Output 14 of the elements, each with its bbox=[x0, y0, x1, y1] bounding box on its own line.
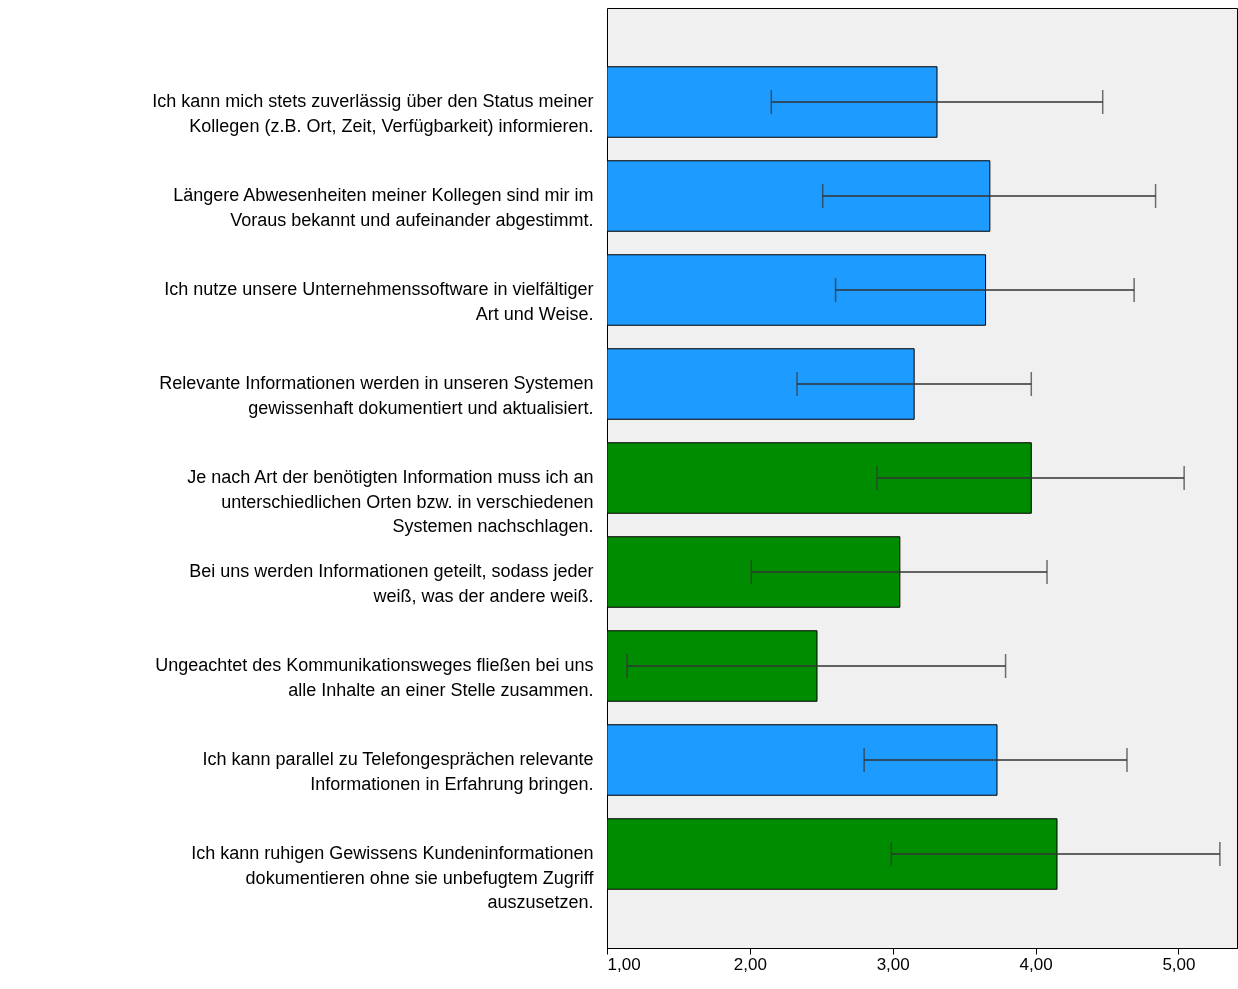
x-tick-label: 1,00 bbox=[607, 954, 641, 974]
y-tick-label: Bei uns werden Informationen geteilt, sodass jeder weiß, was der andere weiß. bbox=[189, 561, 594, 606]
x-tick-label: 4,00 bbox=[1019, 954, 1053, 974]
x-tick-label: 5,00 bbox=[1162, 954, 1196, 974]
y-tick-label: Längere Abwesenheiten meiner Kollegen sind mir im Voraus bekannt und aufeinander abgestimmt. bbox=[173, 185, 594, 230]
y-tick-label: Ungeachtet des Kommunikationsweges fließen bei uns alle Inhalte an einer Stelle zusammen. bbox=[155, 655, 594, 700]
y-tick-label: Relevante Informationen werden in unseren Systemen gewissenhaft dokumentiert und aktualisiert. bbox=[159, 373, 594, 418]
y-tick-label: Ich kann ruhigen Gewissens Kundeninformationen dokumentieren ohne sie unbefugtem Zugriff auszusetzen. bbox=[191, 843, 595, 912]
y-tick-label: Ich kann mich stets zuverlässig über den Status meiner Kollegen (z.B. Ort, Zeit, Verfügbarkeit) informieren. bbox=[152, 91, 594, 136]
x-tick-label: 3,00 bbox=[876, 954, 910, 974]
y-tick-label: Je nach Art der benötigten Information muss ich an unterschiedlichen Orten bzw. in verschiedenen Systemen nachschlagen. bbox=[187, 467, 594, 536]
x-tick-label: 2,00 bbox=[733, 954, 767, 974]
y-tick-label: Ich nutze unsere Unternehmenssoftware in vielfältiger Art und Weise. bbox=[164, 279, 594, 324]
y-tick-label: Ich kann parallel zu Telefongesprächen relevante Informationen in Erfahrung bringen. bbox=[202, 749, 594, 794]
